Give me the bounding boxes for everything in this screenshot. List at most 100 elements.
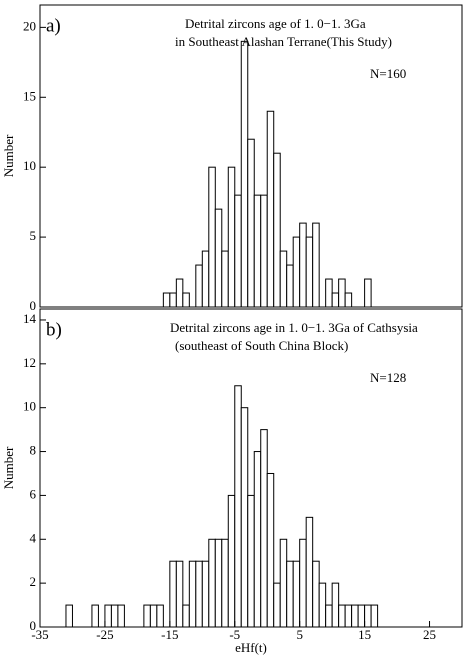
bar bbox=[253, 194, 262, 308]
x-tick-label: -25 bbox=[96, 627, 113, 642]
plot-frame bbox=[39, 4, 463, 308]
bar bbox=[338, 278, 346, 308]
bar bbox=[240, 40, 249, 308]
annotation: N=160 bbox=[370, 66, 406, 81]
bar bbox=[266, 110, 275, 308]
bar bbox=[312, 560, 320, 628]
bar bbox=[331, 292, 340, 308]
bar bbox=[279, 250, 288, 308]
bar bbox=[234, 194, 242, 308]
bar bbox=[253, 451, 262, 628]
y-tick-label: 2 bbox=[30, 574, 37, 589]
bar bbox=[188, 560, 197, 628]
bar bbox=[156, 604, 164, 628]
chart-title: (southeast of South China Block) bbox=[175, 338, 348, 353]
y-tick-label: 6 bbox=[30, 486, 37, 501]
bar bbox=[182, 292, 190, 308]
bar bbox=[260, 429, 268, 628]
bar bbox=[201, 250, 210, 308]
bar bbox=[312, 222, 320, 308]
bar bbox=[65, 604, 73, 628]
bar bbox=[286, 264, 294, 308]
bar bbox=[240, 407, 249, 628]
bar bbox=[273, 152, 281, 308]
bar bbox=[344, 604, 353, 628]
bar bbox=[195, 264, 203, 308]
x-tick-label: 5 bbox=[296, 627, 303, 642]
bar bbox=[299, 222, 307, 308]
bar bbox=[227, 494, 236, 628]
bar bbox=[195, 560, 203, 628]
y-tick-label: 0 bbox=[30, 298, 37, 313]
y-tick-label: 10 bbox=[23, 399, 36, 414]
bar bbox=[260, 194, 268, 308]
bar bbox=[162, 292, 171, 308]
bar bbox=[305, 516, 314, 628]
bar bbox=[279, 538, 288, 628]
y-tick-label: 15 bbox=[23, 88, 36, 103]
bar bbox=[201, 560, 210, 628]
x-tick-label: -5 bbox=[229, 627, 240, 642]
bar bbox=[169, 560, 177, 628]
bar bbox=[104, 604, 112, 628]
bar bbox=[221, 250, 229, 308]
bar bbox=[91, 604, 99, 628]
y-tick-label: 14 bbox=[23, 311, 37, 326]
bar bbox=[214, 208, 223, 308]
chart-title: in Southeast Alashan Terrane(This Study) bbox=[175, 34, 392, 49]
chart-title: Detrital zircons age of 1. 0−1. 3Ga bbox=[185, 16, 366, 31]
y-tick-label: 10 bbox=[23, 158, 36, 173]
bar bbox=[351, 604, 359, 628]
y-tick-label: 12 bbox=[23, 355, 36, 370]
plot-frame bbox=[39, 308, 463, 628]
bar bbox=[221, 538, 229, 628]
x-tick-label: -35 bbox=[31, 627, 48, 642]
bar bbox=[357, 604, 366, 628]
panel-label: a) bbox=[46, 15, 61, 36]
bar bbox=[208, 166, 216, 308]
bar bbox=[318, 582, 327, 628]
bar bbox=[364, 278, 372, 308]
y-tick-label: 0 bbox=[30, 618, 37, 633]
bar bbox=[234, 385, 242, 628]
bar bbox=[292, 560, 301, 628]
x-tick-label: 25 bbox=[423, 627, 436, 642]
bar bbox=[325, 604, 333, 628]
bar bbox=[208, 538, 216, 628]
chart-title: Detrital zircons age in 1. 0−1. 3Ga of C… bbox=[170, 320, 418, 335]
x-tick-label: -15 bbox=[161, 627, 178, 642]
bar bbox=[344, 292, 353, 308]
bar bbox=[143, 604, 151, 628]
bar bbox=[214, 538, 223, 628]
y-tick-label: 4 bbox=[30, 530, 37, 545]
bar bbox=[247, 138, 255, 308]
x-axis-label: eHf(t) bbox=[235, 640, 267, 655]
bar bbox=[266, 472, 275, 628]
y-tick-label: 8 bbox=[30, 443, 37, 458]
y-tick-label: 20 bbox=[23, 18, 36, 33]
bar bbox=[117, 604, 125, 628]
bar bbox=[364, 604, 372, 628]
bar bbox=[175, 278, 184, 308]
y-tick-label: 5 bbox=[30, 228, 37, 243]
bar bbox=[169, 292, 177, 308]
bar bbox=[182, 604, 190, 628]
bar bbox=[305, 236, 314, 308]
y-axis-label: Number bbox=[1, 134, 16, 177]
bar bbox=[149, 604, 158, 628]
panel-label: b) bbox=[46, 319, 62, 340]
bar bbox=[370, 604, 379, 628]
y-axis-label: Number bbox=[1, 446, 16, 489]
bar bbox=[247, 494, 255, 628]
bar bbox=[273, 582, 281, 628]
x-tick-label: 15 bbox=[358, 627, 371, 642]
bar bbox=[299, 538, 307, 628]
bar bbox=[286, 560, 294, 628]
bar bbox=[110, 604, 119, 628]
bar bbox=[227, 166, 236, 308]
bar bbox=[292, 236, 301, 308]
annotation: N=128 bbox=[370, 370, 406, 385]
bar bbox=[325, 278, 333, 308]
bar bbox=[331, 582, 340, 628]
